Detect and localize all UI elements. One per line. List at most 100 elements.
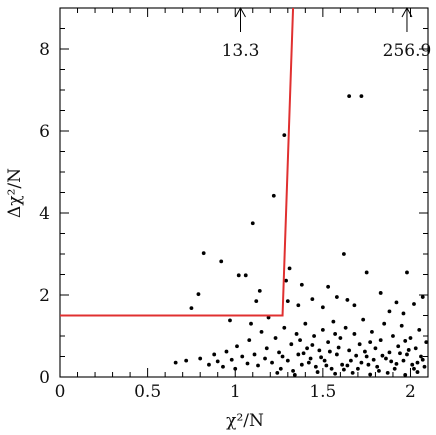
data-point [380, 353, 385, 358]
data-point [243, 273, 248, 278]
data-point [285, 358, 290, 363]
data-point [326, 284, 331, 289]
x-tick-label: 1.5 [309, 382, 336, 402]
data-point [229, 357, 234, 362]
y-tick-label: 6 [39, 122, 50, 142]
data-point [394, 300, 399, 305]
data-point [252, 352, 257, 357]
data-point [275, 371, 280, 375]
offscale-value-label: 13.3 [222, 41, 260, 61]
data-point [329, 366, 334, 371]
data-point [405, 270, 409, 275]
data-point [378, 291, 383, 295]
data-point [370, 330, 374, 334]
data-point [299, 362, 304, 367]
data-point [198, 356, 203, 361]
axis-ticks [59, 7, 429, 378]
data-point [228, 318, 232, 323]
plot-border [59, 7, 429, 378]
tick-labels: 0 0.5 1 1.5 2 0 2 4 6 8 [39, 40, 416, 402]
data-point [375, 364, 380, 369]
data-point [278, 366, 283, 371]
data-point [343, 325, 348, 330]
data-point [285, 299, 290, 304]
data-point [403, 339, 408, 343]
cut-line-path [60, 7, 295, 317]
x-axis-label: χ²/N [226, 411, 264, 431]
data-point [406, 348, 411, 352]
data-point [292, 373, 297, 377]
data-point [359, 94, 364, 99]
data-point [296, 352, 301, 357]
data-point [410, 362, 415, 367]
data-point [347, 94, 352, 99]
data-point [317, 348, 322, 353]
data-point [322, 358, 327, 363]
data-point [306, 360, 311, 365]
data-point [420, 295, 425, 299]
data-point [303, 321, 308, 326]
data-point [368, 340, 373, 345]
data-point [277, 350, 281, 355]
data-point [396, 344, 401, 349]
data-point [413, 346, 418, 351]
data-point [333, 332, 338, 336]
data-point [282, 325, 287, 330]
data-point [382, 321, 387, 326]
data-point [291, 368, 295, 373]
data-point [256, 363, 260, 368]
data-point [363, 349, 367, 354]
data-point [371, 357, 376, 362]
data-point [403, 373, 408, 377]
x-tick-label: 2 [405, 382, 416, 402]
data-point [420, 357, 425, 362]
data-point [348, 358, 353, 363]
data-point [270, 360, 274, 365]
data-point [345, 363, 350, 368]
data-point [173, 360, 178, 365]
data-point [384, 356, 388, 361]
data-point [189, 306, 194, 311]
data-point [259, 330, 264, 334]
data-point [296, 303, 301, 308]
data-point [271, 193, 276, 198]
data-point [326, 340, 331, 345]
data-point [387, 309, 392, 314]
data-point [273, 336, 278, 340]
offscale-value-label: 256.9 [383, 41, 432, 61]
y-tick-label: 2 [39, 286, 50, 306]
data-point [415, 360, 420, 365]
data-point [184, 358, 189, 363]
data-point [320, 305, 325, 310]
data-point [263, 356, 267, 361]
x-tick-label: 0.5 [134, 382, 161, 402]
data-point [424, 340, 429, 345]
annotations: 13.3 256.9 [222, 6, 432, 61]
data-point [310, 297, 315, 301]
data-point [313, 364, 318, 369]
data-point [301, 351, 306, 356]
data-point [373, 346, 378, 351]
data-point [254, 299, 259, 304]
data-point [249, 321, 253, 326]
data-point [392, 366, 397, 371]
offscale-arrow-head [235, 6, 246, 18]
data-point [308, 356, 313, 361]
data-point [408, 336, 413, 340]
data-point [387, 350, 392, 355]
data-point [320, 327, 325, 332]
offscale-arrow-head [401, 6, 413, 18]
data-point [401, 358, 406, 363]
data-point [284, 278, 288, 283]
data-point [356, 366, 360, 371]
data-point [264, 346, 269, 351]
data-point [212, 352, 217, 357]
data-point [266, 315, 271, 320]
data-point [324, 363, 329, 368]
data-point [305, 346, 309, 351]
data-point [385, 371, 390, 375]
data-point [352, 332, 357, 336]
data-point [415, 370, 420, 374]
data-point [250, 221, 255, 226]
data-point [354, 353, 359, 358]
